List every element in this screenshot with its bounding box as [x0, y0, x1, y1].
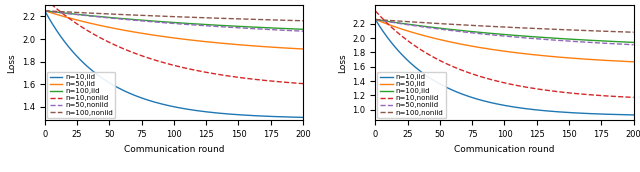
Y-axis label: Loss: Loss — [7, 53, 16, 73]
Y-axis label: Loss: Loss — [338, 53, 347, 73]
Legend: n=10,iid, n=50,iid, n=100,iid, n=10,noniid, n=50,noniid, n=100,noniid: n=10,iid, n=50,iid, n=100,iid, n=10,noni… — [47, 72, 115, 118]
Legend: n=10,iid, n=50,iid, n=100,iid, n=10,noniid, n=50,noniid, n=100,noniid: n=10,iid, n=50,iid, n=100,iid, n=10,noni… — [378, 72, 446, 118]
X-axis label: Communication round: Communication round — [124, 145, 224, 154]
X-axis label: Communication round: Communication round — [454, 145, 555, 154]
